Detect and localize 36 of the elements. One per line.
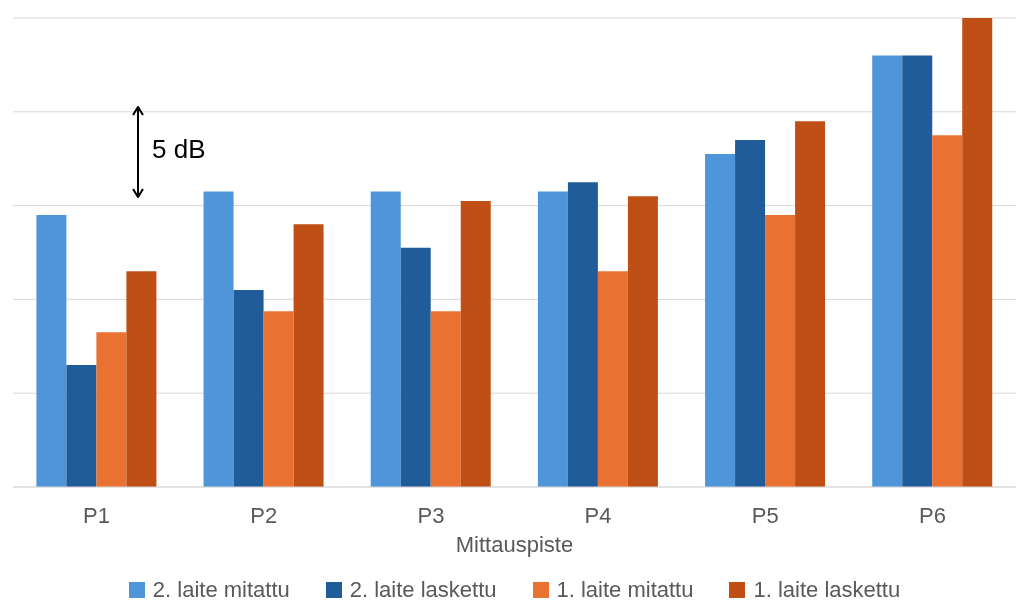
bar <box>203 191 234 487</box>
x-axis-title: Mittauspiste <box>455 532 574 557</box>
x-tick-label: P4 <box>584 502 612 528</box>
bar <box>902 55 933 487</box>
bar <box>293 224 324 487</box>
bar <box>597 271 628 487</box>
bar <box>233 290 264 487</box>
legend-label: 1. laite laskettu <box>753 577 901 603</box>
bar <box>400 247 431 487</box>
bar <box>705 154 736 487</box>
bar <box>430 311 461 487</box>
bar <box>765 214 796 487</box>
x-tick-label: P3 <box>417 502 445 528</box>
legend-label: 1. laite mitattu <box>556 577 694 603</box>
bar <box>627 196 658 487</box>
x-tick-label: P5 <box>751 502 779 528</box>
bar <box>460 200 491 487</box>
bar <box>126 271 157 487</box>
bar <box>66 365 97 487</box>
bar <box>263 311 294 487</box>
bar <box>872 55 903 487</box>
bar <box>795 121 826 487</box>
bar <box>96 332 127 487</box>
bar <box>537 191 568 487</box>
legend-label: 2. laite mitattu <box>152 577 290 603</box>
annotation: 5 dB <box>152 134 206 165</box>
x-tick-label: P1 <box>83 502 111 528</box>
bar <box>567 182 598 487</box>
bar <box>932 135 963 487</box>
bar <box>370 191 401 487</box>
bar <box>962 18 993 487</box>
bar <box>36 214 67 487</box>
x-tick-label: P2 <box>250 502 278 528</box>
x-tick-label: P6 <box>918 502 946 528</box>
legend-label: 2. laite laskettu <box>349 577 497 603</box>
bar <box>735 139 766 487</box>
